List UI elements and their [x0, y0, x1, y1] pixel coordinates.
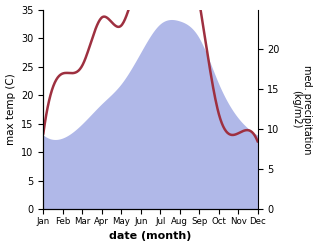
Y-axis label: max temp (C): max temp (C)	[5, 74, 16, 145]
X-axis label: date (month): date (month)	[109, 231, 192, 242]
Y-axis label: med. precipitation
(kg/m2): med. precipitation (kg/m2)	[291, 65, 313, 154]
